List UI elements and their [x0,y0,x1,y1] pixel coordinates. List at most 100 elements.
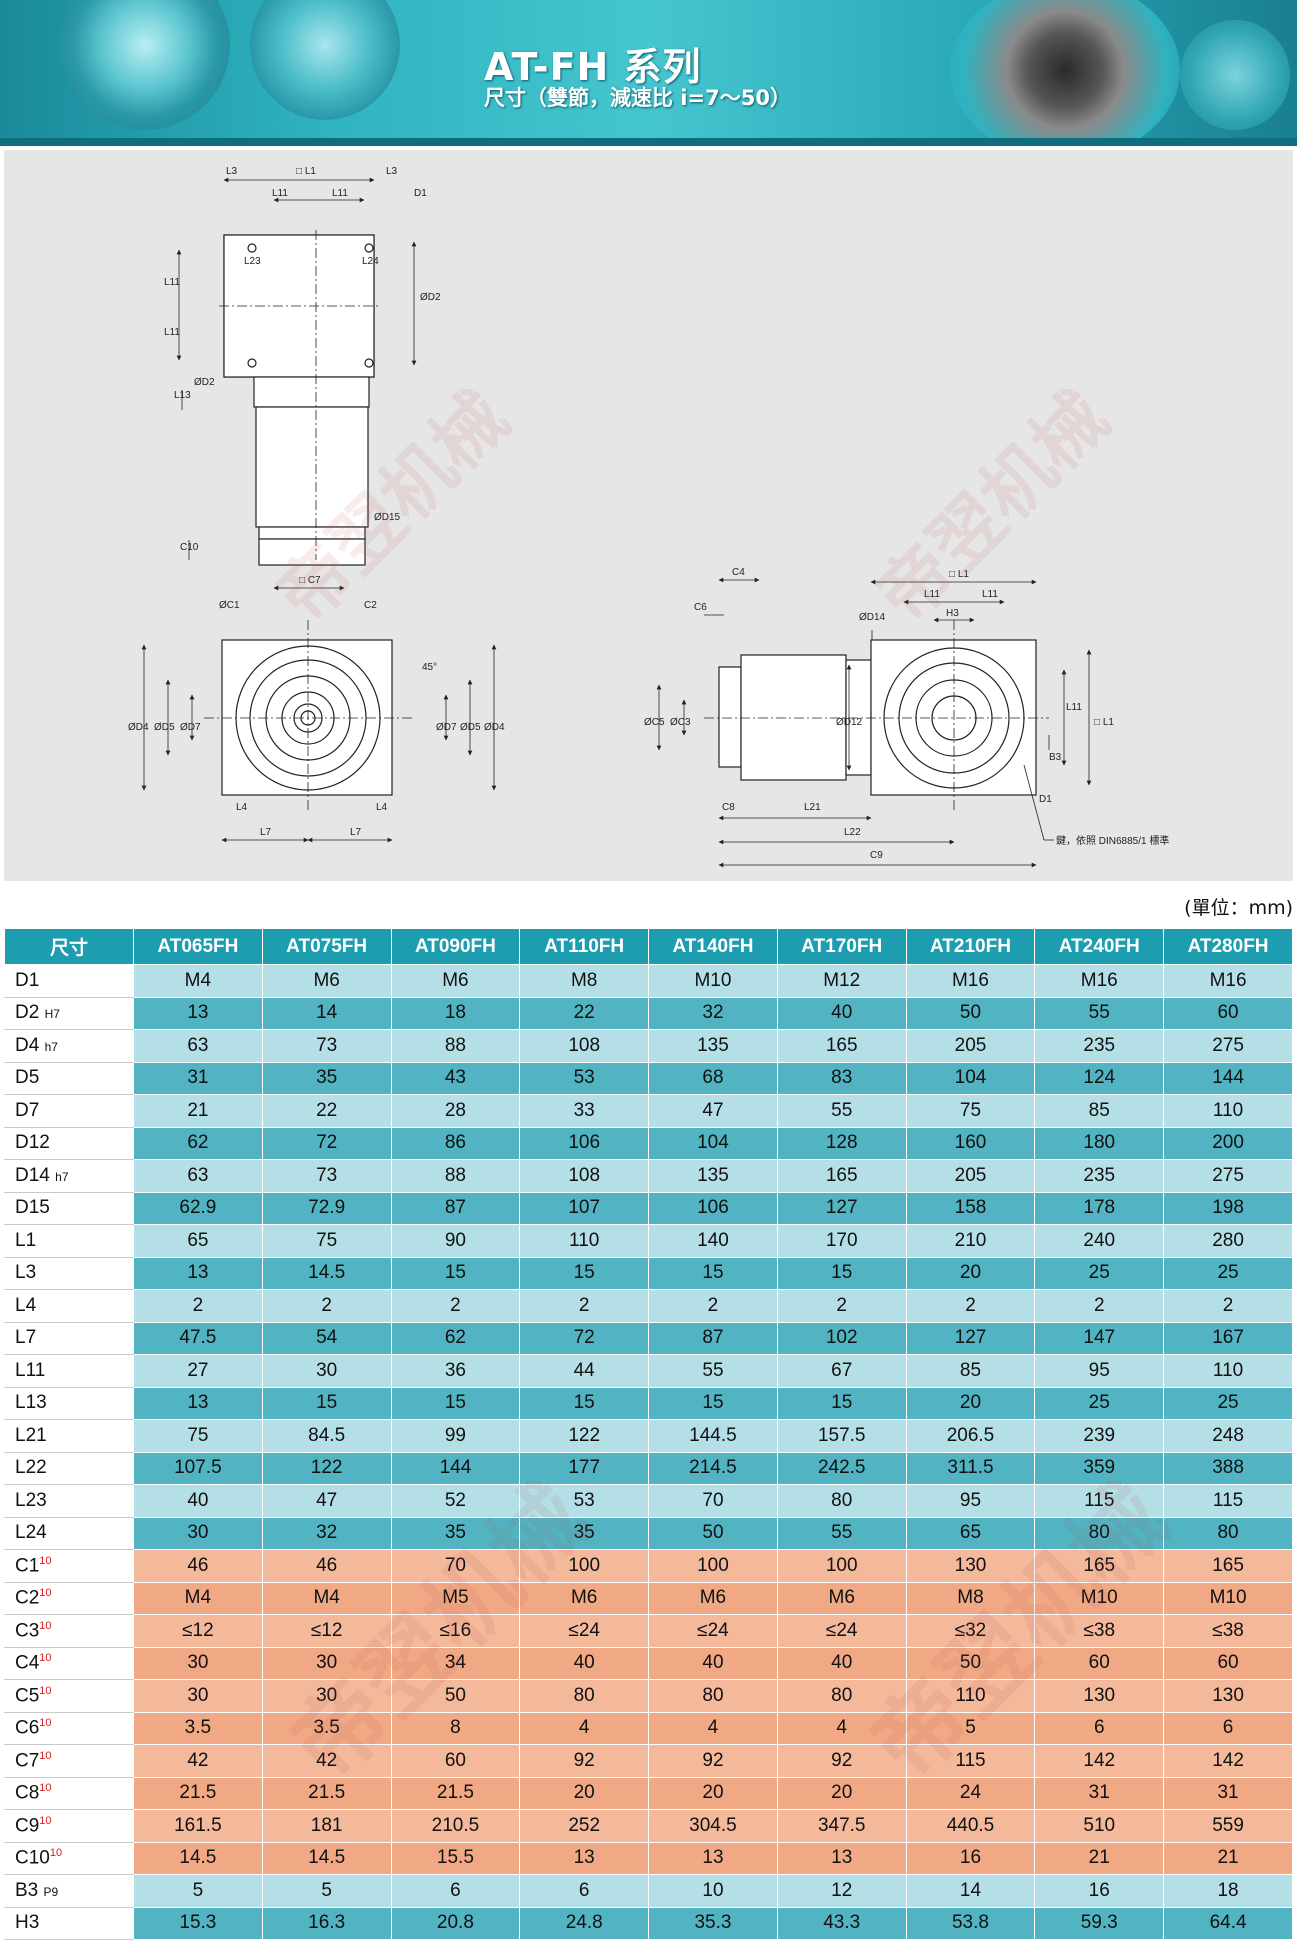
table-cell: 60 [1163,996,1293,1030]
table-row: L3 13 14.5 15 15 15 15 20 25 25 [4,1256,1293,1290]
table-cell: ≤24 [519,1614,650,1648]
row-label: D7 [4,1094,134,1128]
dim-label-D12: ØD12 [836,717,863,728]
dim-label-C6: C6 [694,602,707,613]
table-cell: 178 [1034,1191,1165,1225]
table-cell: 239 [1034,1419,1165,1453]
table-cell: 31 [1163,1776,1293,1810]
row-label-name: D1 [15,969,40,991]
page-title: AT-FH 系列 [484,45,702,89]
table-cell: 16.3 [261,1906,392,1940]
row-label-name: L13 [15,1392,47,1414]
table-cell: 304.5 [648,1809,778,1843]
table-cell: 144 [390,1451,521,1485]
table-cell: 100 [648,1549,778,1583]
table-cell: 60 [1034,1646,1165,1680]
table-cell: 30 [261,1354,392,1388]
row-label-name: H3 [15,1912,40,1934]
table-cell: ≤38 [1163,1614,1293,1648]
row-label: C110 [4,1549,134,1583]
table-cell: 160 [905,1126,1036,1160]
row-label: C710 [4,1744,134,1778]
table-cell: 30 [261,1679,392,1713]
dim-label-D4-right: ØD4 [484,722,505,733]
banner-divider [0,138,1297,146]
table-cell: 83 [776,1061,907,1095]
table-cell: 242.5 [776,1451,907,1485]
header-model: AT075FH [261,928,392,965]
table-cell: 36 [390,1354,521,1388]
table-cell: M6 [390,964,521,998]
table-cell: 14.5 [133,1841,263,1875]
dim-label-D2: ØD2 [420,292,441,303]
table-cell: ≤38 [1034,1614,1165,1648]
table-row: L7 47.5 54 62 72 87 102 127 147 167 [4,1321,1293,1355]
table-row: C710 42 42 60 92 92 92 115 142 142 [4,1744,1293,1778]
table-cell: 142 [1163,1744,1293,1778]
table-cell: 15 [261,1386,392,1420]
row-label-tolerance: h7 [44,1039,58,1054]
table-cell: 104 [905,1061,1036,1095]
table-cell: 92 [776,1744,907,1778]
table-row: D12 62 72 86 106 104 128 160 180 200 [4,1126,1293,1160]
table-cell: M8 [519,964,650,998]
dim-label-L1-v-side: □ L1 [1094,717,1114,728]
table-cell: M10 [1034,1581,1165,1615]
front-view-body [221,639,393,796]
table-cell: 18 [390,996,521,1030]
technical-drawing: L3 □ L1 L3 L11 L11 D1 L23 L24 ØD2 ØD2 L1… [4,150,1293,881]
table-cell: 135 [648,1159,778,1193]
table-cell: 31 [1034,1776,1165,1810]
table-cell: 20 [648,1776,778,1810]
row-label: L3 [4,1256,134,1290]
table-cell: 235 [1034,1029,1165,1063]
row-label-name: L21 [15,1424,47,1446]
table-cell: 16 [1034,1874,1165,1908]
table-cell: 28 [390,1094,521,1128]
table-cell: ≤32 [905,1614,1036,1648]
table-cell: 64.4 [1163,1906,1293,1940]
row-label-footnote: 10 [39,1619,52,1632]
row-label: L22 [4,1451,134,1485]
table-cell: 68 [648,1061,778,1095]
table-cell: 43 [390,1061,521,1095]
row-label-footnote: 10 [39,1814,52,1827]
row-label: L23 [4,1484,134,1518]
table-cell: 24.8 [519,1906,650,1940]
table-cell: 110 [905,1679,1036,1713]
table-cell: 106 [648,1191,778,1225]
row-label-name: C9 [15,1814,40,1836]
table-cell: 13 [519,1841,650,1875]
table-cell: 62 [133,1126,263,1160]
dim-label-D14: ØD14 [859,612,886,623]
table-cell: 30 [133,1516,263,1550]
row-label-footnote: 10 [49,1847,63,1860]
dim-label-C8: C8 [722,802,735,813]
table-cell: 95 [905,1484,1036,1518]
table-row: L11 27 30 36 44 55 67 85 95 110 [4,1354,1293,1388]
table-cell: 559 [1163,1809,1293,1843]
row-label: L4 [4,1289,134,1323]
table-row: D7 21 22 28 33 47 55 75 85 110 [4,1094,1293,1128]
dim-label-B3: B3 [1049,752,1062,763]
table-row: D2 H7 13 14 18 22 32 40 50 55 60 [4,996,1293,1030]
table-cell: 2 [1034,1289,1165,1323]
row-label-name: C2 [15,1587,40,1609]
table-cell: 80 [1034,1516,1165,1550]
table-cell: M10 [1163,1581,1293,1615]
table-cell: 14.5 [261,1841,392,1875]
table-cell: 130 [1163,1679,1293,1713]
dim-label-C5: ØC5 [644,717,665,728]
dim-label-L3-right: L3 [386,166,398,177]
dim-label-H3: H3 [946,608,959,619]
table-cell: 35 [261,1061,392,1095]
table-cell: 135 [648,1029,778,1063]
key-note: 鍵，依照 DIN6885/1 標準 [1056,834,1169,847]
row-label: L7 [4,1321,134,1355]
header-model: AT140FH [648,928,778,965]
table-cell: 6 [1163,1711,1293,1745]
table-cell: 2 [648,1289,778,1323]
table-cell: 14 [905,1874,1036,1908]
table-cell: 44 [519,1354,650,1388]
table-cell: 84.5 [261,1419,392,1453]
